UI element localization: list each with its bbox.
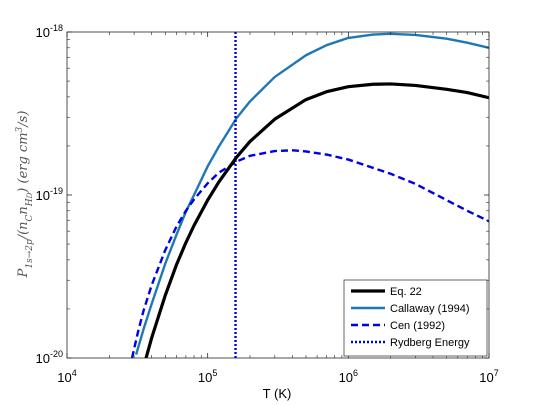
- y-tick-label: 10-19: [36, 186, 63, 203]
- series-line-eq-22: [144, 82, 489, 358]
- y-tick-label: 10-18: [36, 23, 63, 40]
- x-tick-label: 106: [339, 368, 358, 385]
- legend-label: Eq. 22: [390, 286, 422, 298]
- x-tick-label: 105: [198, 368, 217, 385]
- legend-label: Cen (1992): [390, 320, 445, 332]
- tick-labels: 104 105 106 107 10-20 10-19 10-18: [36, 23, 499, 385]
- x-tick-label: 104: [57, 368, 76, 385]
- legend: Eq. 22 Callaway (1994) Cen (1992) Rydberg E…: [343, 279, 488, 357]
- legend-label: Callaway (1994): [390, 303, 469, 315]
- y-tick-label: 10-20: [36, 349, 63, 366]
- y-axis-label: P1s→2p/(nCnHD) (erg cm3/s): [15, 111, 35, 279]
- legend-box: [343, 279, 488, 357]
- series-line-callaway-1994: [134, 32, 489, 355]
- axes: [66, 31, 490, 359]
- legend-label: Rydberg Energy: [390, 337, 470, 349]
- x-tick-label: 107: [479, 368, 498, 385]
- x-axis-label: T (K): [263, 386, 292, 401]
- series-line-cen-1992: [130, 149, 489, 358]
- plot-area: [130, 32, 489, 358]
